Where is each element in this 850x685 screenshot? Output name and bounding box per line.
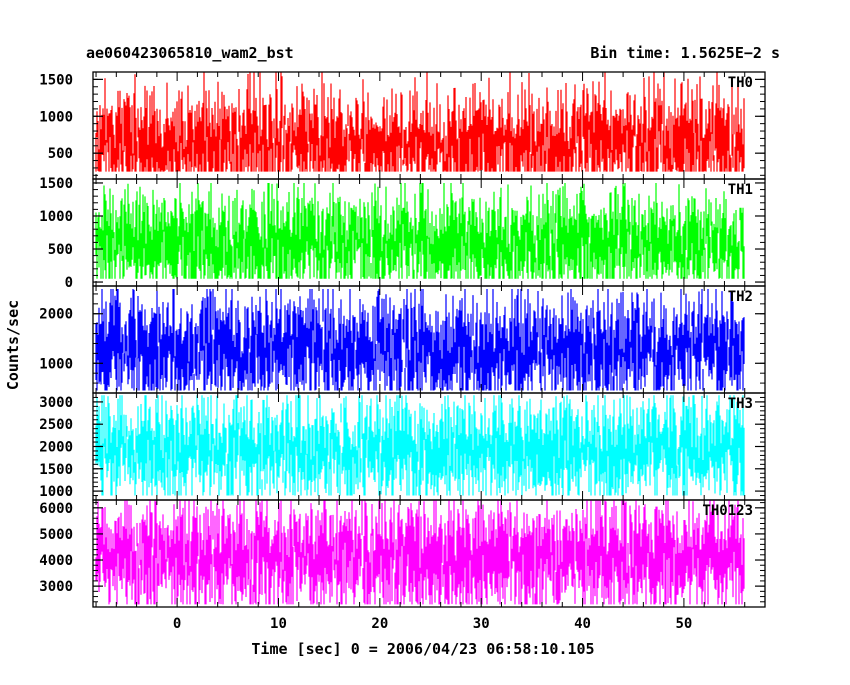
y-axis-label: Counts/sec: [4, 300, 22, 390]
y-tick-label: 1500: [39, 72, 73, 88]
panel-label-th1: TH1: [728, 182, 753, 198]
x-tick-label: 0: [173, 616, 181, 632]
panel-label-th2: TH2: [728, 289, 753, 305]
y-tick-label: 1500: [39, 462, 73, 478]
y-tick-label: 3000: [39, 579, 73, 595]
y-tick-label: 1500: [39, 176, 73, 192]
panel-th1: 0 500 1000 1500 TH1: [39, 176, 766, 291]
y-tick-label: 2000: [39, 440, 73, 456]
y-tick-label: 0: [65, 275, 73, 291]
y-tick-label: 500: [48, 146, 73, 162]
panel-th3: 1000 1500 2000 2500 3000 TH3: [39, 392, 766, 501]
panel-th2: 1000 2000 TH2: [39, 285, 766, 394]
panel-label-th0123: TH0123: [702, 503, 753, 519]
x-tick-label: 10: [270, 616, 287, 632]
y-tick-label: 4000: [39, 553, 73, 569]
y-tick-label: 1000: [39, 484, 73, 500]
panel-label-th3: TH3: [728, 396, 753, 412]
panel-label-th0: TH0: [728, 75, 753, 91]
panel-th0: 500 1000 1500 TH0: [39, 71, 766, 180]
y-tick-label: 1000: [39, 209, 73, 225]
x-tick-label: 40: [574, 616, 591, 632]
y-tick-label: 1000: [39, 356, 73, 372]
y-tick-label: 2000: [39, 307, 73, 323]
x-tick-label: 50: [675, 616, 692, 632]
panel-frame: [92, 499, 766, 608]
y-tick-label: 6000: [39, 501, 73, 517]
bin-time-label: Bin time: 1.5625E−2 s: [590, 44, 780, 62]
x-tick-label: 20: [371, 616, 388, 632]
panel-th0123: 3000 4000 5000 6000 TH0123: [39, 499, 766, 608]
y-tick-label: 2500: [39, 417, 73, 433]
series-trace-th3: [95, 395, 745, 496]
x-tick-label: 30: [473, 616, 490, 632]
x-axis-label: Time [sec] 0 = 2006/04/23 06:58:10.105: [251, 640, 594, 658]
y-tick-label: 3000: [39, 395, 73, 411]
series-trace-th2: [95, 289, 745, 391]
series-trace-th1: [95, 183, 745, 279]
y-tick-label: 5000: [39, 527, 73, 543]
y-tick-label: 500: [48, 242, 73, 258]
series-trace-th0: [95, 72, 745, 172]
chart-title: ae060423065810_wam2_bst: [86, 44, 294, 62]
y-tick-label: 1000: [39, 109, 73, 125]
series-trace-th0123: [95, 500, 745, 605]
